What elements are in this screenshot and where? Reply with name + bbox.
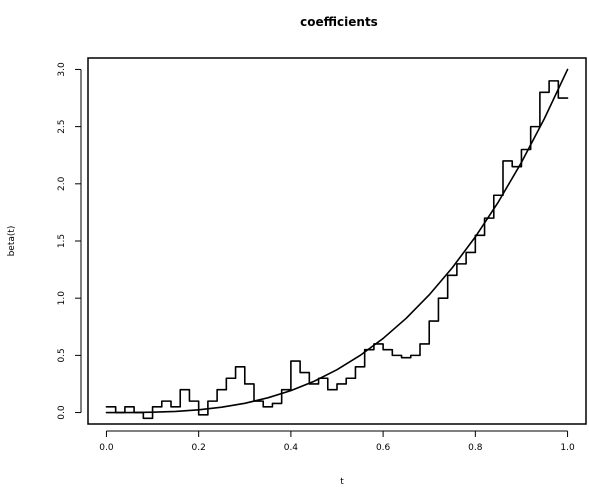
x-tick-label: 0.4 — [284, 443, 299, 453]
y-tick-label: 0.0 — [57, 405, 67, 420]
chart-title: coefficients — [300, 15, 378, 29]
x-tick-label: 1.0 — [560, 443, 575, 453]
y-tick-label: 0.5 — [57, 348, 67, 362]
y-tick-label: 2.5 — [57, 119, 67, 133]
x-tick-label: 0.2 — [192, 443, 206, 453]
y-axis: 0.0 0.5 1.0 1.5 2.0 2.5 3.0 — [57, 62, 82, 420]
x-axis-label: t — [340, 477, 344, 487]
y-tick-label: 2.0 — [57, 176, 67, 191]
smooth-series-line — [105, 68, 569, 414]
y-tick-label: 1.5 — [57, 234, 67, 248]
x-tick-label: 0.8 — [468, 443, 483, 453]
series-layer — [105, 68, 569, 420]
x-tick-label: 0.6 — [376, 443, 391, 453]
x-tick-label: 0.0 — [99, 443, 114, 453]
y-axis-label: beta(t) — [7, 226, 17, 257]
y-tick-label: 1.0 — [57, 291, 67, 306]
step-series-line — [105, 80, 569, 420]
y-tick-label: 3.0 — [57, 62, 67, 77]
plot-frame — [87, 57, 587, 425]
x-axis: 0.0 0.2 0.4 0.6 0.8 1.0 — [99, 430, 575, 453]
